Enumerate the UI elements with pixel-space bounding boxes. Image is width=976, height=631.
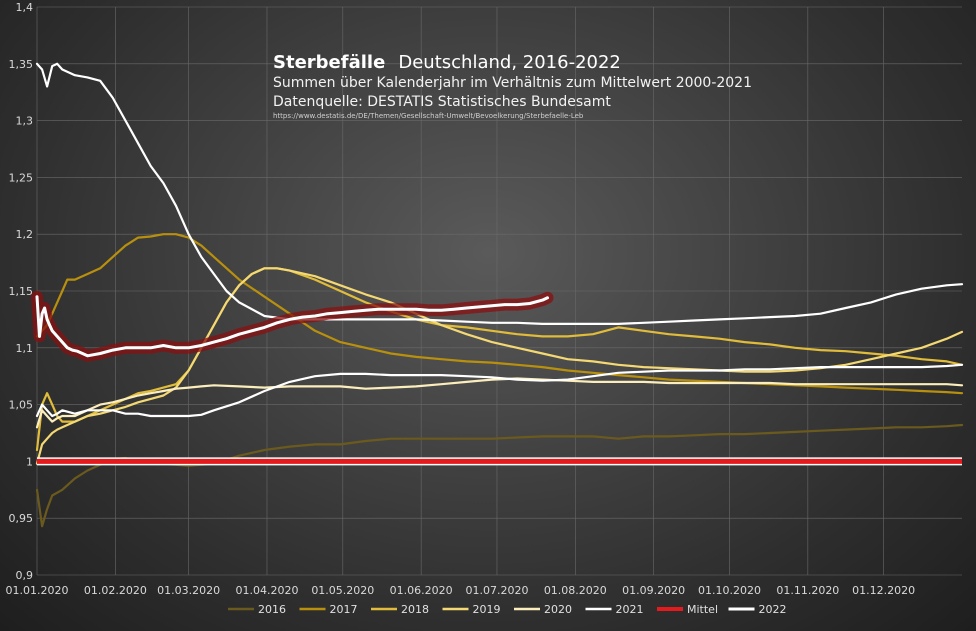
y-tick-label: 1,4 xyxy=(16,1,34,14)
y-tick-label: 1,25 xyxy=(9,171,34,184)
y-tick-label: 1,35 xyxy=(9,58,34,71)
legend-label-2018: 2018 xyxy=(401,603,429,616)
chart-source-url: https://www.destatis.de/DE/Themen/Gesell… xyxy=(273,112,584,120)
y-tick-label: 1,3 xyxy=(16,115,34,128)
x-tick-label: 01.10.2020 xyxy=(698,584,761,597)
y-tick-label: 1,05 xyxy=(9,399,34,412)
x-tick-label: 01.06.2020 xyxy=(390,584,453,597)
chart-subtitle: Summen über Kalenderjahr im Verhältnis z… xyxy=(273,75,752,91)
series-2022-glow xyxy=(31,290,554,362)
legend-label-2022: 2022 xyxy=(759,603,787,616)
legend-label-2016: 2016 xyxy=(258,603,286,616)
x-tick-label: 01.02.2020 xyxy=(84,584,147,597)
y-tick-label: 1,2 xyxy=(16,228,34,241)
series-line-2021 xyxy=(35,62,964,325)
y-tick-label: 0,9 xyxy=(16,569,34,582)
y-tick-label: 1,15 xyxy=(9,285,34,298)
x-axis: 01.01.2020 01.02.2020 01.03.2020 01.04.2020… xyxy=(6,584,916,597)
series-line-2020 xyxy=(35,377,964,429)
x-tick-label: 01.04.2020 xyxy=(235,584,298,597)
x-tick-label: 01.11.2020 xyxy=(776,584,839,597)
x-tick-label: 01.01.2020 xyxy=(6,584,69,597)
chart-title-rest: Deutschland, 2016-2022 xyxy=(398,52,621,73)
legend: 2016 2017 2018 2019 2020 2021 Mittel 2022 xyxy=(228,603,787,616)
y-axis: 0,9 0,95 1 1,05 1,1 1,15 1,2 1,25 1,3 1,35 1,4 xyxy=(9,1,34,582)
y-tick-label: 1 xyxy=(26,455,33,468)
legend-label-2019: 2019 xyxy=(473,603,501,616)
series-line-2019 xyxy=(35,267,964,465)
series-line-2017 xyxy=(35,233,964,395)
chart-source: Datenquelle: DESTATIS Statistisches Bund… xyxy=(273,94,611,110)
series-line-2021 xyxy=(35,363,964,418)
x-tick-label: 01.08.2020 xyxy=(544,584,607,597)
series-line-2018 xyxy=(35,267,964,452)
series-line-2016 xyxy=(35,423,964,528)
legend-label-mittel: Mittel xyxy=(687,603,718,616)
chart-title: Sterbefälle Deutschland, 2016-2022 xyxy=(273,52,621,73)
y-tick-label: 1,1 xyxy=(16,342,34,355)
x-tick-label: 01.03.2020 xyxy=(157,584,220,597)
legend-label-2021: 2021 xyxy=(616,603,644,616)
chart-title-bold: Sterbefälle xyxy=(273,52,385,73)
y-tick-label: 0,95 xyxy=(9,512,34,525)
x-tick-label: 01.09.2020 xyxy=(622,584,685,597)
x-tick-label: 01.05.2020 xyxy=(311,584,374,597)
series-line-2022 xyxy=(35,295,549,358)
series-layer xyxy=(31,62,964,528)
grid-lines xyxy=(36,6,962,576)
x-tick-label: 01.12.2020 xyxy=(852,584,915,597)
legend-label-2017: 2017 xyxy=(330,603,358,616)
x-tick-label: 01.07.2020 xyxy=(465,584,528,597)
legend-label-2020: 2020 xyxy=(544,603,572,616)
